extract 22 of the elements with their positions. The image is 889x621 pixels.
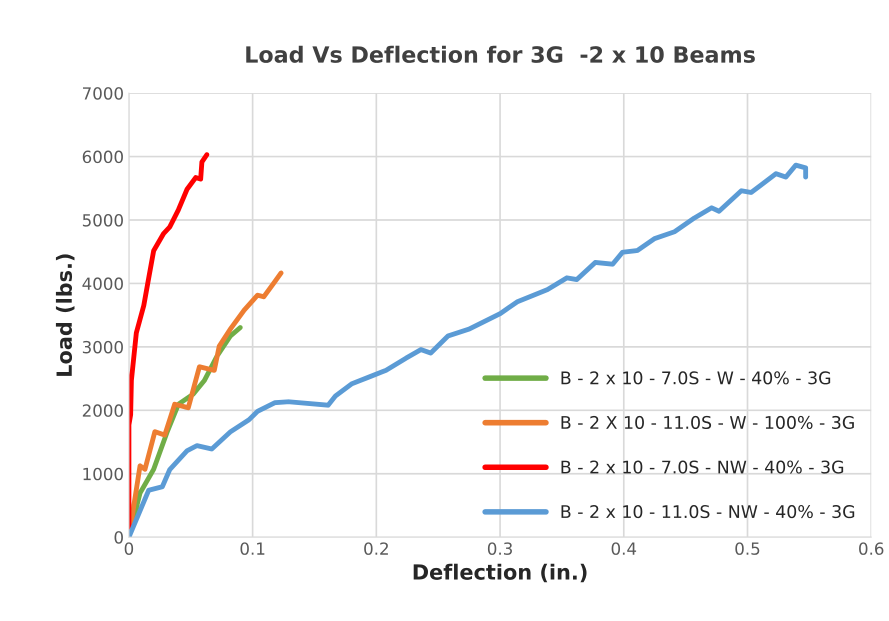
y-tick-label: 1000 (83, 468, 123, 480)
y-tick-label: 4000 (82, 277, 123, 290)
x-tick-label: 0.5 (735, 542, 760, 555)
x-tick-label: 0.4 (612, 542, 636, 555)
y-tick-label: 0 (114, 531, 123, 544)
x-tick-label: 0.1 (240, 542, 264, 555)
y-tick-label: 2000 (82, 404, 123, 417)
x-axis-title: Deflection (in.) (414, 564, 587, 582)
y-tick-label: 6000 (82, 150, 123, 164)
x-tick-label: 0 (124, 542, 134, 555)
legend-label: B - 2 X 10 - 11.0S - W - 100% - 3G (562, 416, 854, 430)
x-tick-label: 0.3 (488, 542, 512, 555)
x-tick-label: 0.2 (364, 542, 388, 555)
y-tick-label: 7000 (82, 87, 123, 100)
y-axis-title: Load (lbs.) (56, 254, 74, 376)
legend-label: B - 2 x 10 - 7.0S - NW - 40% - 3G (562, 460, 844, 474)
legend-label: B - 2 x 10 - 7.0S - W - 40% - 3G (562, 371, 830, 384)
y-tick-label: 5000 (82, 214, 123, 227)
legend-label: B - 2 x 10 - 11.0S - NW - 40% - 3G (562, 505, 854, 518)
x-tick-label: 0.6 (859, 542, 884, 555)
y-tick-label: 3000 (82, 340, 123, 354)
chart-title: Load Vs Deflection for 3G -2 x 10 Beams (246, 46, 755, 63)
